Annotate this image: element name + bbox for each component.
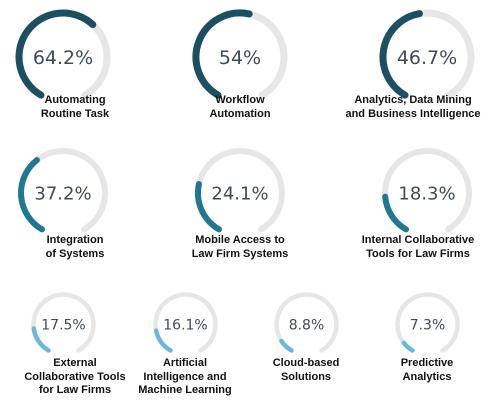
gauge-percentage: 46.7% xyxy=(397,47,457,69)
gauge-percentage: 8.8% xyxy=(288,317,324,333)
gauge-percentage: 7.3% xyxy=(409,317,445,333)
gauge-8: 16.1% xyxy=(152,291,218,353)
gauge-label: Analytics, Data Mining and Business Inte… xyxy=(345,94,481,120)
gauge-1: 64.2% xyxy=(15,9,111,99)
gauge-percentage: 54% xyxy=(219,47,261,69)
gauge-2: 54% xyxy=(192,9,288,99)
gauge-value-arc xyxy=(379,10,423,99)
gauge-value-arc xyxy=(18,157,45,233)
gauge-6: 18.3% xyxy=(382,148,472,233)
gauge-percentage: 17.5% xyxy=(41,317,85,333)
gauge-track xyxy=(394,291,460,353)
gauge-label: Mobile Access to Law Firm Systems xyxy=(191,234,289,260)
gauge-label: Automating Routine Task xyxy=(40,94,110,120)
gauge-value-arc xyxy=(192,9,253,99)
gauge-label: Workflow Automation xyxy=(209,94,271,120)
gauge-value-arc xyxy=(15,9,97,99)
gauge-label: External Collaborative Tools for Law Fir… xyxy=(24,357,126,396)
gauge-label: Predictive Analytics xyxy=(400,357,454,383)
gauge-10: 7.3% xyxy=(394,291,460,353)
gauge-percentage: 64.2% xyxy=(33,47,93,69)
gauge-value-arc xyxy=(401,340,415,353)
gauge-value-arc xyxy=(153,327,173,353)
gauge-value-arc xyxy=(195,181,222,233)
gauge-value-arc xyxy=(382,193,409,233)
gauge-7: 17.5% xyxy=(30,291,96,353)
gauge-percentage: 16.1% xyxy=(163,317,207,333)
gauge-value-arc xyxy=(31,325,51,353)
gauge-percentage: 18.3% xyxy=(398,183,455,204)
gauge-label: Internal Collaborative Tools for Law Fir… xyxy=(361,234,475,260)
gauge-9: 8.8% xyxy=(273,291,339,353)
gauge-5: 24.1% xyxy=(195,148,285,233)
gauge-label: Cloud-based Solutions xyxy=(272,357,340,383)
gauge-track xyxy=(273,291,339,353)
gauge-percentage: 24.1% xyxy=(211,183,268,204)
gauge-percentage: 37.2% xyxy=(34,183,91,204)
gauge-label: Artificial Intelligence and Machine Lear… xyxy=(138,357,232,396)
gauge-value-arc xyxy=(278,338,294,353)
gauge-label: Integration of Systems xyxy=(45,234,105,260)
gauge-3: 46.7% xyxy=(379,9,475,99)
gauge-4: 37.2% xyxy=(18,148,108,233)
